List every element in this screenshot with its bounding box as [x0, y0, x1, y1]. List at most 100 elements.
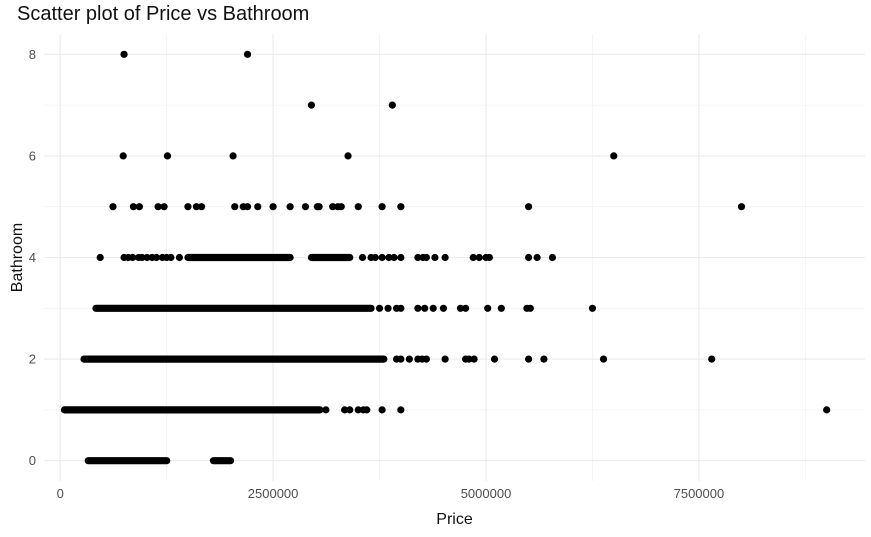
- data-point: [229, 152, 237, 160]
- data-point: [315, 203, 323, 211]
- data-point: [524, 253, 533, 262]
- data-point: [526, 304, 534, 312]
- data-point: [524, 355, 533, 363]
- data-point: [354, 203, 362, 211]
- data-point: [390, 253, 398, 262]
- data-point: [128, 253, 137, 262]
- data-point: [138, 253, 146, 262]
- data-point: [354, 406, 362, 414]
- data-point: [160, 203, 168, 211]
- data-point: [192, 203, 201, 211]
- data-point: [243, 50, 252, 58]
- data-point: [269, 203, 277, 211]
- data-point: [243, 203, 252, 211]
- data-point: [378, 253, 386, 262]
- data-point: [422, 253, 430, 262]
- y-tick-label: 2: [29, 352, 36, 367]
- data-point: [484, 304, 492, 312]
- data-point: [469, 253, 477, 262]
- data-point: [533, 253, 541, 262]
- data-point: [737, 203, 746, 211]
- data-point: [421, 304, 429, 312]
- data-point: [465, 355, 473, 363]
- data-point: [143, 253, 151, 262]
- data-point: [490, 355, 499, 363]
- data-point: [163, 152, 172, 160]
- y-tick-label: 8: [29, 47, 36, 62]
- data-point: [461, 304, 470, 312]
- data-point: [329, 203, 337, 211]
- data-point: [540, 355, 548, 363]
- points-layer: [60, 50, 831, 465]
- data-point: [405, 355, 413, 363]
- data-point: [358, 253, 367, 262]
- data-point: [497, 304, 505, 312]
- data-point: [384, 304, 392, 312]
- x-tick-label: 2500000: [248, 486, 299, 501]
- data-point: [422, 355, 430, 363]
- data-point: [375, 304, 384, 312]
- data-point: [397, 253, 405, 262]
- data-point: [414, 304, 422, 312]
- x-axis-label: Price: [436, 511, 473, 528]
- data-point: [470, 355, 478, 363]
- y-tick-label: 6: [29, 148, 36, 163]
- data-point: [286, 203, 294, 211]
- data-point: [588, 304, 597, 312]
- data-point: [96, 253, 104, 262]
- chart-title: Scatter plot of Price vs Bathroom: [17, 3, 310, 25]
- data-point: [129, 203, 138, 211]
- data-point: [184, 203, 192, 211]
- data-point: [431, 253, 439, 262]
- data-point: [610, 152, 618, 160]
- data-point: [341, 406, 349, 414]
- data-point: [456, 304, 465, 312]
- data-point: [385, 253, 393, 262]
- x-tick-label: 0: [57, 486, 64, 501]
- data-point: [708, 355, 716, 363]
- data-point: [441, 253, 449, 262]
- data-point: [120, 50, 128, 58]
- data-point: [378, 203, 386, 211]
- data-point: [307, 101, 316, 109]
- data-point: [363, 406, 371, 414]
- data-point: [152, 253, 161, 262]
- y-tick-label: 0: [29, 453, 36, 468]
- data-point: [429, 304, 437, 312]
- data-point: [371, 253, 379, 262]
- data-point: [414, 253, 422, 262]
- data-point: [154, 203, 162, 211]
- data-point: [346, 406, 354, 414]
- data-point: [344, 152, 352, 160]
- data-point: [337, 203, 345, 211]
- data-point: [397, 203, 405, 211]
- data-point: [109, 203, 117, 211]
- data-point: [167, 253, 175, 262]
- data-point: [175, 253, 184, 262]
- data-point: [441, 355, 449, 363]
- data-point: [524, 203, 533, 211]
- data-point: [823, 406, 831, 414]
- x-tick-label: 5000000: [461, 486, 512, 501]
- data-point: [397, 304, 405, 312]
- data-point: [485, 253, 494, 262]
- data-point: [197, 203, 206, 211]
- data-point: [254, 203, 262, 211]
- y-axis-label: Bathroom: [9, 223, 26, 292]
- data-point: [378, 406, 386, 414]
- data-point: [439, 304, 448, 312]
- data-point: [397, 406, 405, 414]
- data-point: [397, 355, 405, 363]
- data-point: [599, 355, 608, 363]
- data-point: [475, 253, 483, 262]
- data-point: [322, 406, 330, 414]
- data-point: [119, 152, 127, 160]
- axis-layer: 0 2 4 6 8 0 2500000 5000000 7500000 Price Bathroom: [9, 47, 724, 528]
- data-point: [301, 203, 310, 211]
- data-point: [231, 203, 239, 211]
- data-point: [135, 203, 143, 211]
- x-tick-label: 7500000: [674, 486, 725, 501]
- y-tick-label: 4: [29, 250, 36, 265]
